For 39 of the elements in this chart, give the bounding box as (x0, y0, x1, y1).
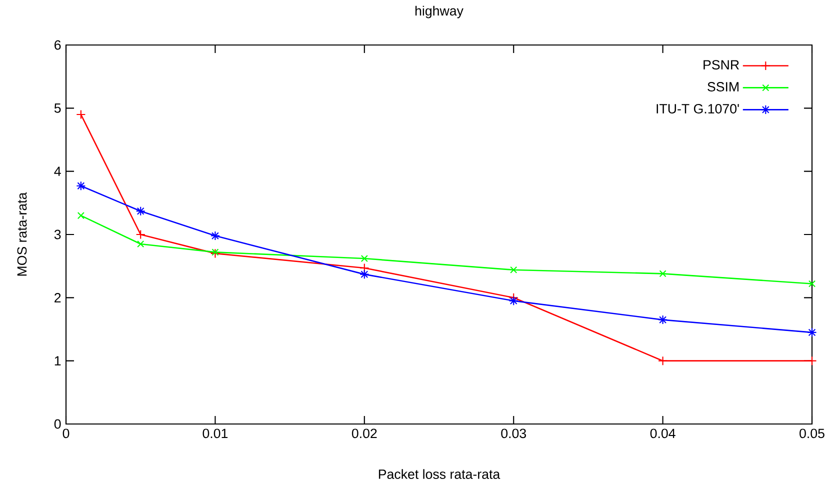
x-tick-label: 0 (62, 428, 70, 438)
y-tick-label: 4 (54, 166, 61, 176)
point (136, 230, 146, 240)
point (212, 248, 219, 256)
point (659, 270, 666, 278)
legend-label: SSIM (708, 82, 738, 92)
x-tick-label: 0.01 (202, 428, 228, 438)
y-tick-label: 6 (54, 40, 61, 50)
chart-title: highway (415, 6, 464, 18)
x-tick-label: 0.04 (650, 428, 676, 438)
point (76, 181, 86, 191)
point (76, 110, 86, 120)
point (210, 248, 220, 258)
point (658, 356, 668, 366)
point (360, 254, 368, 262)
x-tick-label: 0.02 (352, 428, 377, 438)
point (210, 230, 220, 241)
x-tick-label: 0.05 (800, 428, 824, 438)
point (360, 263, 370, 273)
point (136, 206, 146, 216)
y-tick-label: 3 (54, 230, 61, 240)
point (658, 314, 668, 325)
legend-label: ITU-T G.1070' (656, 104, 739, 114)
point (807, 356, 817, 366)
y-tick-label: 0 (54, 419, 61, 429)
y-tick-label: 5 (54, 104, 61, 113)
point (77, 212, 84, 220)
point (508, 296, 518, 306)
x-tick-label: 0.03 (501, 428, 526, 438)
point (360, 269, 370, 280)
y-axis-title: MOS rata-rata (17, 192, 27, 276)
y-tick-label: 2 (54, 293, 61, 302)
x-axis-title: Packet loss rata-rata (378, 469, 500, 479)
y-tick-label: 1 (54, 356, 61, 366)
point (137, 240, 144, 248)
point (807, 328, 817, 338)
legend-label: PSNR (704, 60, 739, 70)
point (808, 280, 816, 288)
point (510, 266, 518, 274)
